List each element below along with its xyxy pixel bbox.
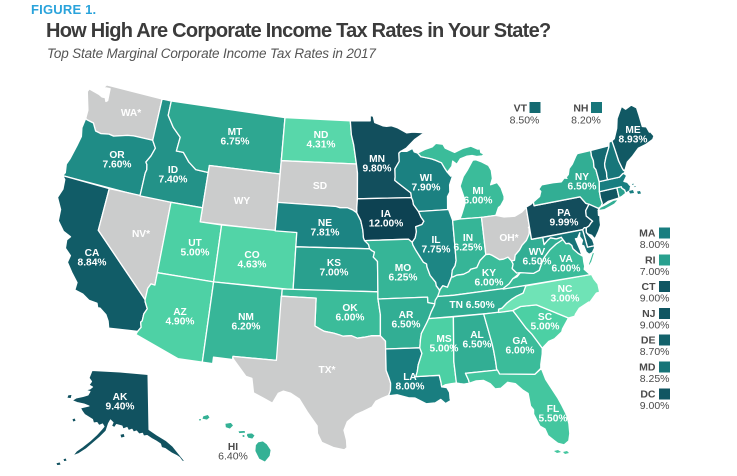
svg-text:7.60%: 7.60% [103, 160, 132, 171]
svg-text:5.00%: 5.00% [531, 322, 560, 333]
svg-text:CO: CO [244, 250, 259, 261]
svg-text:IL: IL [431, 235, 440, 246]
svg-text:WI: WI [420, 173, 433, 184]
svg-text:AZ: AZ [173, 307, 187, 318]
svg-text:MS: MS [436, 334, 451, 345]
svg-text:6.00%: 6.00% [464, 196, 493, 207]
svg-text:TX*: TX* [319, 365, 336, 376]
svg-text:6.25%: 6.25% [454, 243, 483, 254]
svg-text:NJ: NJ [642, 308, 656, 320]
svg-text:4.31%: 4.31% [307, 140, 336, 151]
svg-text:8.00%: 8.00% [640, 239, 670, 251]
svg-text:OH*: OH* [499, 233, 518, 244]
svg-text:5.00%: 5.00% [430, 344, 459, 355]
svg-text:8.25%: 8.25% [640, 373, 670, 385]
svg-text:AK: AK [113, 392, 128, 403]
svg-text:IA: IA [381, 209, 392, 220]
svg-text:KY: KY [482, 268, 496, 279]
svg-text:GA: GA [512, 336, 528, 347]
svg-text:9.40%: 9.40% [106, 402, 135, 413]
svg-text:PA: PA [557, 208, 571, 219]
svg-text:7.81%: 7.81% [311, 228, 340, 239]
svg-text:ND: ND [314, 130, 329, 141]
svg-text:5.50%: 5.50% [539, 414, 568, 425]
svg-text:6.00%: 6.00% [552, 264, 581, 275]
svg-text:NV*: NV* [132, 229, 150, 240]
svg-text:NY: NY [575, 172, 589, 183]
svg-text:4.63%: 4.63% [238, 260, 267, 271]
svg-text:NH: NH [573, 103, 588, 115]
svg-text:FL: FL [547, 404, 559, 415]
svg-text:DE: DE [641, 335, 656, 347]
svg-text:9.00%: 9.00% [640, 320, 670, 332]
svg-text:DC: DC [640, 389, 656, 401]
svg-text:LA: LA [403, 372, 417, 383]
svg-text:6.00%: 6.00% [475, 278, 504, 289]
svg-text:MI: MI [472, 186, 483, 197]
svg-text:8.20%: 8.20% [571, 115, 601, 127]
svg-text:8.93%: 8.93% [619, 135, 648, 146]
svg-text:6.00%: 6.00% [506, 346, 535, 357]
svg-text:NE: NE [318, 218, 332, 229]
svg-text:7.00%: 7.00% [640, 266, 670, 278]
svg-text:9.99%: 9.99% [550, 218, 579, 229]
svg-text:8.00%: 8.00% [396, 382, 425, 393]
svg-text:ID: ID [168, 165, 178, 176]
svg-text:NM: NM [238, 312, 254, 323]
svg-text:6.25%: 6.25% [389, 273, 418, 284]
svg-text:OR: OR [109, 150, 125, 161]
svg-text:UT: UT [188, 238, 202, 249]
svg-text:4.90%: 4.90% [166, 317, 195, 328]
svg-text:6.50%: 6.50% [392, 320, 421, 331]
svg-text:8.84%: 8.84% [78, 258, 107, 269]
svg-text:8.70%: 8.70% [640, 346, 670, 358]
svg-text:VT: VT [514, 103, 528, 115]
svg-text:6.40%: 6.40% [218, 451, 248, 463]
svg-text:CT: CT [642, 281, 657, 293]
svg-text:SD: SD [313, 181, 327, 192]
svg-text:WA*: WA* [121, 108, 141, 119]
svg-text:6.20%: 6.20% [232, 322, 261, 333]
svg-text:6.50%: 6.50% [568, 182, 597, 193]
svg-text:9.00%: 9.00% [640, 293, 670, 305]
svg-text:CA: CA [85, 248, 100, 259]
svg-text:IN: IN [463, 233, 473, 244]
svg-text:NC: NC [558, 284, 573, 295]
svg-text:WY: WY [234, 196, 251, 207]
svg-text:AR: AR [399, 310, 414, 321]
svg-text:SC: SC [538, 312, 553, 323]
svg-text:ME: ME [625, 125, 640, 136]
svg-text:KS: KS [327, 258, 341, 269]
svg-text:5.00%: 5.00% [181, 248, 210, 259]
svg-text:6.75%: 6.75% [221, 137, 250, 148]
svg-text:VA: VA [559, 254, 573, 265]
svg-text:OK: OK [342, 303, 358, 314]
svg-text:MA: MA [639, 228, 656, 240]
svg-text:MN: MN [369, 154, 385, 165]
svg-text:7.00%: 7.00% [320, 268, 349, 279]
svg-text:9.80%: 9.80% [363, 164, 392, 175]
svg-text:6.50%: 6.50% [463, 340, 492, 351]
svg-text:7.40%: 7.40% [159, 175, 188, 186]
svg-text:WV: WV [529, 247, 546, 258]
svg-text:6.00%: 6.00% [336, 313, 365, 324]
svg-text:TN 6.50%: TN 6.50% [449, 300, 494, 311]
svg-text:7.90%: 7.90% [412, 183, 441, 194]
svg-text:6.50%: 6.50% [523, 257, 552, 268]
svg-text:RI: RI [645, 255, 656, 267]
svg-text:12.00%: 12.00% [369, 219, 404, 230]
svg-text:8.50%: 8.50% [510, 115, 540, 127]
svg-text:HI: HI [228, 442, 238, 453]
svg-text:7.75%: 7.75% [422, 245, 451, 256]
svg-text:3.00%: 3.00% [551, 294, 580, 305]
svg-text:9.00%: 9.00% [640, 400, 670, 412]
svg-text:MT: MT [228, 127, 243, 138]
svg-text:AL: AL [470, 330, 484, 341]
svg-text:MD: MD [639, 362, 656, 374]
svg-text:MO: MO [395, 263, 411, 274]
